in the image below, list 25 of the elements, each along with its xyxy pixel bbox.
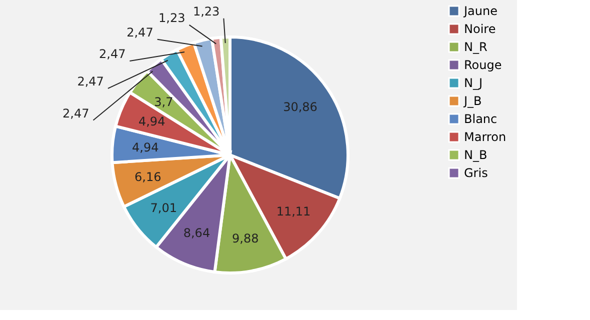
data-label: 6,16	[134, 170, 162, 184]
data-label: 8,64	[183, 226, 210, 240]
data-label: 2,47	[62, 106, 90, 120]
data-label: 2,47	[77, 74, 104, 88]
legend-label: Jaune	[463, 4, 498, 18]
data-label: 7,01	[150, 201, 178, 216]
legend-label: J_B	[463, 94, 482, 108]
data-label: 11,11	[276, 204, 311, 218]
data-label: 4,94	[138, 114, 166, 129]
data-label: 3,7	[154, 94, 174, 109]
data-label: 1,23	[192, 4, 220, 18]
legend-label: Rouge	[464, 58, 502, 72]
data-label: 9,88	[232, 232, 259, 246]
legend-label: N_R	[464, 40, 488, 54]
data-label: 2,47	[126, 25, 154, 40]
data-label: 30,86	[283, 100, 318, 114]
data-label: 1,23	[158, 10, 186, 25]
legend-label: Noire	[464, 22, 496, 36]
data-label: 4,94	[132, 140, 159, 154]
data-label: 2,47	[98, 46, 126, 61]
legend-label: Blanc	[464, 112, 498, 126]
legend-label: Marron	[464, 130, 506, 144]
legend-label: N_J	[464, 76, 483, 90]
legend-label: N_B	[464, 148, 488, 162]
legend-label: Gris	[464, 166, 488, 180]
